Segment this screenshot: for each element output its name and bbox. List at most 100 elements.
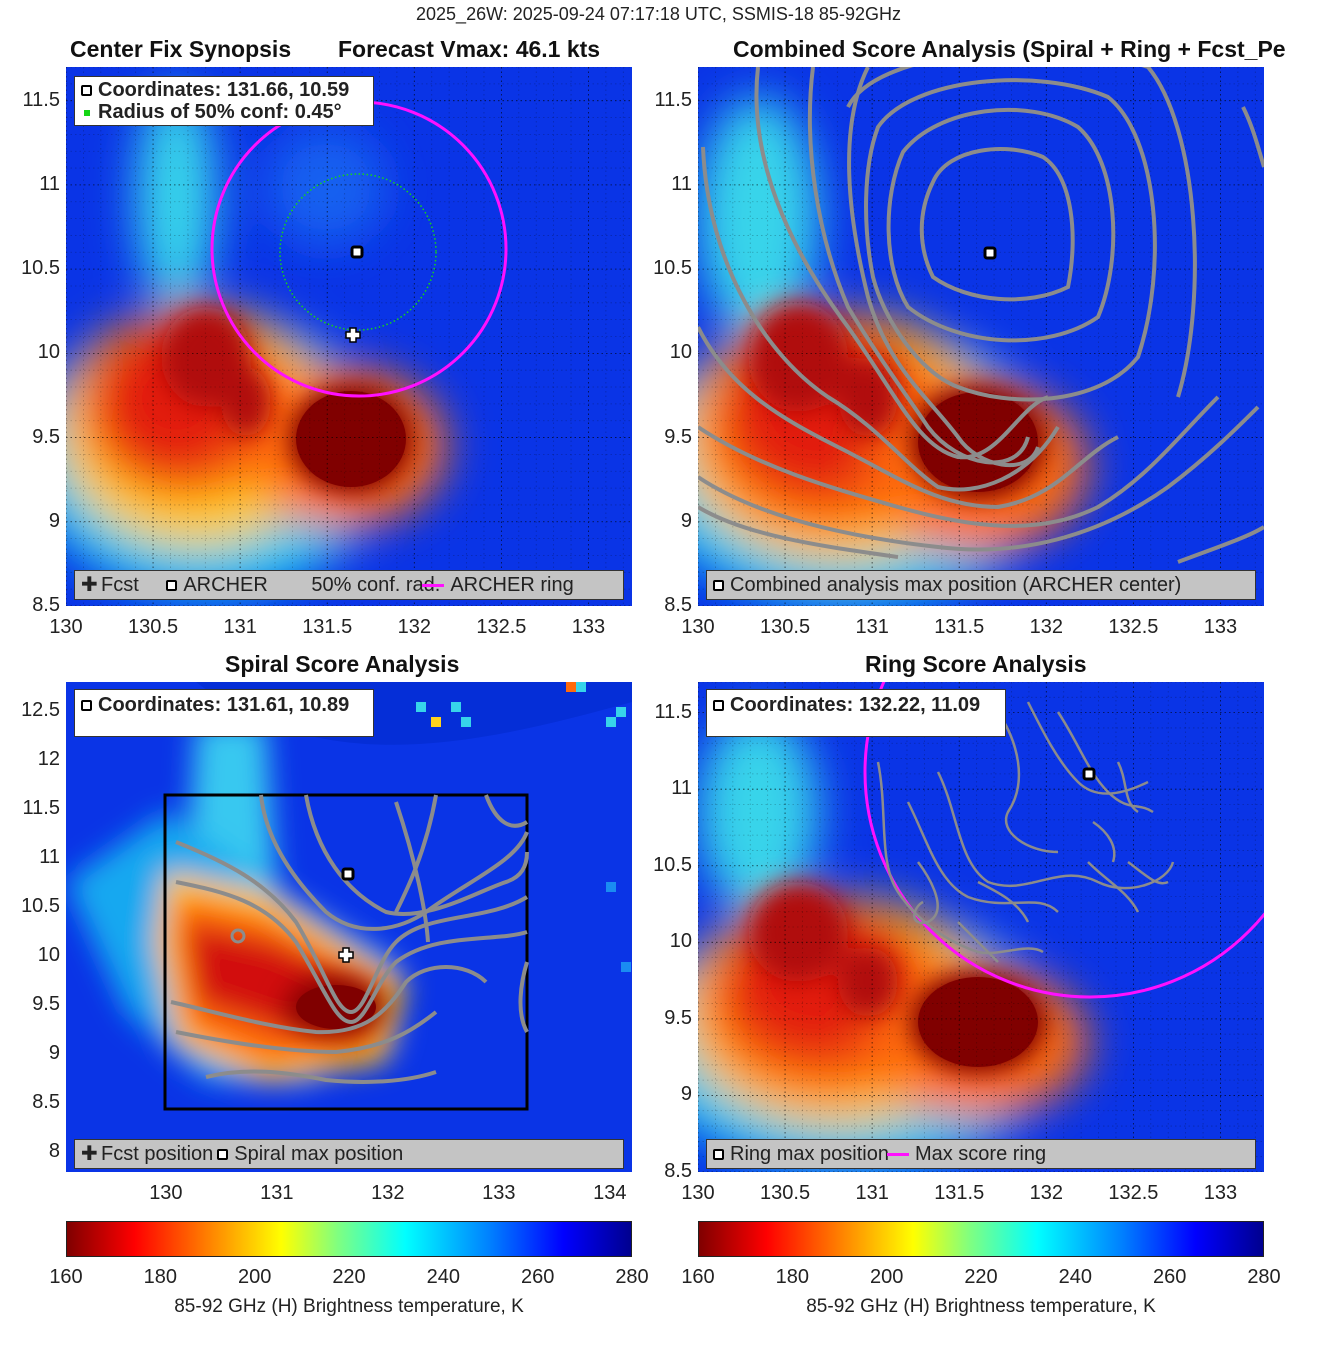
panel2-ytick: 10.5 — [653, 257, 692, 280]
panel2-xtick: 133 — [1203, 616, 1238, 638]
panel2-xtick: 132 — [1029, 616, 1063, 638]
panel3-legend-top: Coordinates: 131.61, 10.89 — [74, 689, 374, 737]
panel4-ring-max-marker — [1082, 767, 1096, 781]
square-marker-icon — [81, 700, 92, 712]
panel4-xtick: 132 — [1029, 1182, 1063, 1204]
panel3-speckles — [416, 682, 631, 972]
panel4-legend-ring: Max score ring — [914, 1143, 1047, 1165]
panel4-contours — [876, 701, 1175, 963]
colorbar-tick: 260 — [1152, 1266, 1187, 1288]
panel3-ytick: 12.5 — [21, 699, 60, 722]
panel3-xtick: 133 — [482, 1182, 516, 1204]
panel3-ytick: 10.5 — [21, 895, 60, 918]
panel4-xtick: 130 — [681, 1182, 715, 1204]
panel2-ytick: 9 — [680, 509, 692, 532]
panel4-coordinates: Coordinates: 132.22, 11.09 — [730, 694, 981, 716]
panel3-plot — [66, 682, 632, 1172]
panel2-legend-item: Combined analysis max position (ARCHER c… — [730, 574, 1182, 596]
panel1-xtick: 130 — [49, 616, 83, 638]
colorbar-tick: 160 — [681, 1266, 715, 1288]
panel4-legend-bottom: Ring max position Max score ring — [706, 1139, 1256, 1169]
panel1-ytick: 10 — [37, 341, 60, 364]
panel3-heatmap — [66, 682, 632, 1172]
panel2-title: Combined Score Analysis (Spiral + Ring +… — [733, 36, 1286, 62]
panel2-ytick: 8.5 — [664, 594, 692, 616]
panel4-legend-top: Coordinates: 132.22, 11.09 — [706, 689, 1006, 737]
panel4-ytick: 9.5 — [664, 1006, 692, 1029]
panel3-ytick: 9 — [48, 1042, 60, 1065]
panel1-xtick: 131 — [223, 616, 257, 638]
colorbar-tick: 220 — [964, 1266, 998, 1288]
square-marker-icon — [713, 1149, 724, 1161]
colorbar-tick: 240 — [426, 1266, 461, 1288]
panel4-ytick: 11.5 — [654, 700, 692, 723]
panel1-ytick: 10.5 — [21, 257, 60, 280]
panel3-coordinates: Coordinates: 131.61, 10.89 — [98, 694, 350, 716]
panel1-ytick: 11.5 — [22, 88, 60, 111]
square-marker-icon — [217, 1149, 229, 1161]
panel3-forecast-marker — [338, 947, 354, 963]
panel4-legend-ring-max: Ring max position — [730, 1143, 889, 1165]
colorbar-tick: 180 — [143, 1266, 178, 1288]
panel2-xtick: 130.5 — [760, 616, 811, 638]
colorbar-tick: 220 — [332, 1266, 366, 1288]
panel2-legend-bottom: Combined analysis max position (ARCHER c… — [706, 570, 1256, 600]
magenta-line-icon — [886, 1153, 909, 1157]
colorbar-right — [698, 1221, 1264, 1257]
panel2-ytick: 10 — [669, 341, 692, 364]
panel1-archer-center-marker — [350, 245, 364, 259]
green-dot-icon — [84, 109, 90, 116]
panel2-contours — [698, 67, 1264, 564]
panel3-ytick: 8.5 — [32, 1091, 60, 1114]
panel1-legend-ring: ARCHER ring — [450, 574, 574, 596]
panel1-conf-circle — [279, 173, 437, 331]
panel4-title: Ring Score Analysis — [865, 651, 1087, 677]
panel1-legend-archer: ARCHER — [183, 574, 268, 596]
panel3-title: Spiral Score Analysis — [225, 651, 460, 677]
panel4-xtick: 132.5 — [1108, 1182, 1159, 1204]
panel1-ytick: 9.5 — [32, 425, 60, 448]
panel3-xtick: 134 — [593, 1182, 627, 1204]
colorbar-left — [66, 1221, 632, 1257]
colorbar-tick: 280 — [1247, 1266, 1281, 1288]
colorbar-tick: 160 — [49, 1266, 83, 1288]
panel1-heatmap — [66, 67, 632, 606]
panel2-plot — [698, 67, 1264, 606]
panel4-max-score-ring — [863, 682, 1264, 999]
plus-marker-icon: ✚ — [81, 574, 98, 596]
panel1-vmax: Forecast Vmax: 46.1 kts — [338, 36, 601, 62]
panel2-heatmap — [698, 67, 1264, 606]
panel1-xtick: 133 — [571, 616, 606, 638]
panel4-ytick: 8.5 — [664, 1160, 692, 1182]
panel3-xtick: 132 — [371, 1182, 405, 1204]
colorbar-tick: 180 — [775, 1266, 810, 1288]
panel1-title: Center Fix Synopsis — [70, 36, 292, 62]
square-marker-icon — [713, 700, 724, 712]
figure-title: 2025_26W: 2025-09-24 07:17:18 UTC, SSMIS… — [416, 4, 901, 24]
colorbar-tick: 200 — [237, 1266, 272, 1288]
panel1-xtick: 130.5 — [128, 616, 179, 638]
panel2-ytick: 11.5 — [654, 88, 692, 111]
panel1-ytick: 9 — [48, 509, 60, 532]
panel1-ytick: 8.5 — [32, 594, 60, 616]
panel1-plot — [66, 67, 632, 606]
panel2-ytick: 9.5 — [664, 425, 692, 448]
panel3-ytick: 11 — [39, 846, 60, 869]
panel1-legend-conf: 50% conf. rad. — [311, 574, 441, 596]
panel3-ytick: 8 — [48, 1140, 60, 1163]
panel4-xtick: 131.5 — [934, 1182, 985, 1204]
panel4-heatmap — [698, 682, 1264, 1172]
panel4-ytick: 10 — [669, 930, 692, 953]
panel1-coordinates: Coordinates: 131.66, 10.59 — [98, 79, 350, 101]
panel2-xtick: 131.5 — [934, 616, 985, 638]
panel2-xtick: 131 — [855, 616, 889, 638]
panel1-forecast-marker — [345, 327, 361, 343]
magenta-line-icon — [422, 584, 445, 588]
panel3-xtick: 131 — [260, 1182, 294, 1204]
square-marker-icon — [713, 580, 724, 592]
panel1-xtick: 132 — [397, 616, 431, 638]
colorbar-tick: 260 — [520, 1266, 555, 1288]
panel3-legend-fcst: Fcst position — [101, 1143, 214, 1165]
panel1-legend-fcst: Fcst — [101, 574, 139, 596]
panel3-ytick: 10 — [37, 944, 60, 967]
